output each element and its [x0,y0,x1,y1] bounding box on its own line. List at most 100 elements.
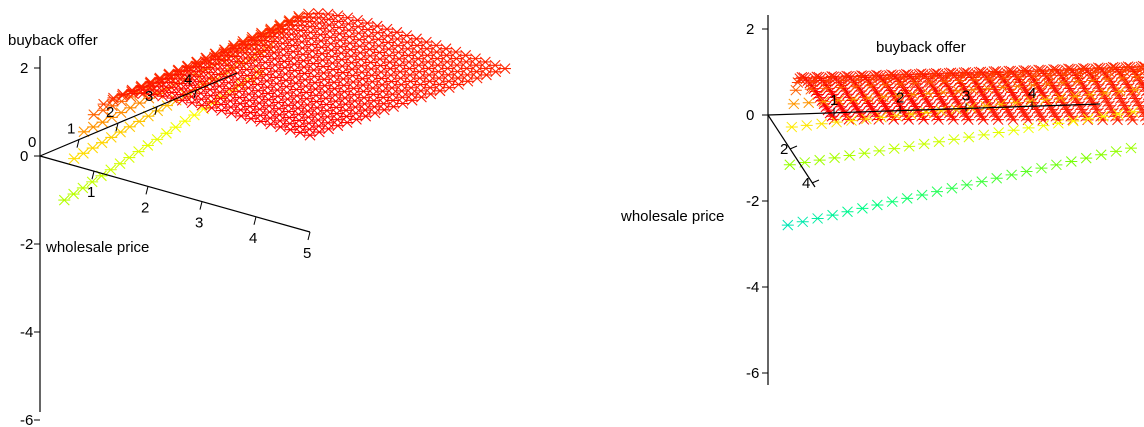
surface-marker [796,216,809,228]
surface-marker [1092,62,1105,74]
surface-marker [1127,106,1140,118]
surface-marker [1129,84,1142,96]
surface-marker [935,105,948,117]
surface-marker [1080,152,1093,164]
surface-marker [931,186,944,197]
surface-marker [1095,149,1108,161]
x-tick-label-right: 3 [962,87,970,104]
surface-marker [911,71,924,83]
origin-label-left: 0 [28,134,36,151]
surface-markers-left [58,7,511,206]
surface-marker [953,75,966,86]
surface-marker [1050,159,1063,171]
surface-marker [105,112,118,123]
x-tick-label-right: 2 [896,90,904,107]
x-tick-label-left: 3 [195,215,203,232]
surface-marker [1058,69,1071,80]
x-tick-label-left: 4 [249,230,257,247]
surface-marker [1131,71,1144,83]
surface-marker [141,140,154,151]
surface-marker [274,121,287,133]
surface-marker [235,110,248,122]
y-tick-label-right: 4 [802,175,810,192]
surface-marker [86,142,99,154]
surface-marker [922,88,935,99]
surface-marker [888,143,901,154]
surface-marker [926,70,939,82]
surface-marker [845,115,858,126]
surface-marker [1067,115,1080,127]
surface-marker [913,68,926,80]
surface-marker [142,110,155,122]
surface-marker [787,98,800,110]
x-tick-label-left: 2 [141,199,149,216]
surface-marker [1052,117,1065,129]
surface-marker [1133,64,1144,76]
surface-marker [205,102,218,114]
surface-marker [847,93,860,105]
y-axis-label-left: buyback offer [8,32,98,49]
surface-marker [176,94,189,106]
surface-marker [937,86,950,98]
surface-marker [886,196,899,208]
surface-marker [294,127,307,138]
surface-marker [875,111,888,123]
surface-marker [975,176,988,187]
surface-marker [1073,68,1086,79]
surface-marker [87,121,100,133]
surface-marker [979,100,992,112]
surface-marker [960,179,973,191]
surface-marker [1084,89,1097,101]
surface-marker [1009,97,1022,109]
surface-marker [826,209,839,221]
wholesale-axis-left [39,155,311,233]
surface-marker [136,88,149,100]
surface-marker [117,89,130,101]
surface-marker [105,132,118,143]
z-tick-label-left: 0 [20,148,28,165]
y-tick-mark-right [811,179,820,184]
x-tick-mark-left [145,186,149,195]
surface-marker [1007,124,1020,136]
surface-marker [123,152,136,163]
surface-marker [1125,142,1137,154]
surface-marker [1026,79,1039,91]
surface-marker [791,77,804,88]
surface-marker [1028,70,1041,82]
surface-marker [924,76,937,88]
axes-left: -6 -4 -2 0 2 1 2 3 4 5 1 2 3 4 [20,56,311,427]
surface-marker [892,90,905,102]
buyback-axis-right [767,103,1101,116]
surface-marker [804,83,817,95]
surface-marker [1103,66,1116,78]
surface-marker [215,105,228,116]
surface-marker [97,98,110,110]
surface-marker [821,75,834,87]
surface-marker [1069,90,1082,102]
y-tick-label-right: 2 [780,141,788,158]
z-tick-label-right: 2 [746,21,754,38]
surface-marker [858,147,871,159]
surface-marker [106,94,119,106]
surface-marker [1022,122,1035,134]
surface-marker [114,126,127,138]
surface-marker [160,100,173,111]
y-tick-label-left: 1 [67,121,75,138]
surface-marker [1086,75,1099,86]
y-tick-mark-left [193,90,197,99]
surface-marker [1005,169,1018,181]
surface-marker [188,109,201,121]
surface-marker [947,134,960,145]
surface-marker [133,116,146,127]
surface-marker [916,189,929,201]
surface-marker [939,76,952,87]
surface-marker [95,137,108,149]
surface-marker [124,102,137,114]
surface-marker [1110,146,1123,157]
buyback-axis-left [39,72,238,157]
surface-marker [104,164,117,176]
y-tick-mark-left [154,106,158,115]
